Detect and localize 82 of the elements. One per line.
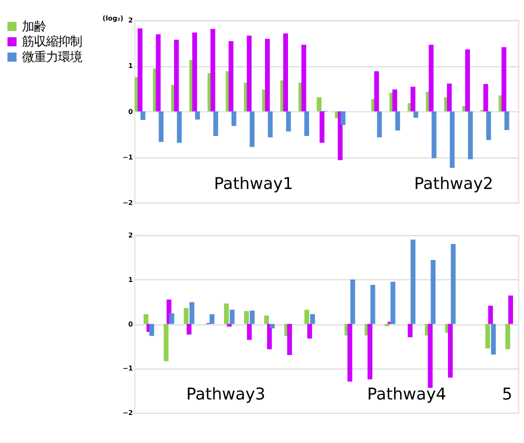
bar — [340, 111, 346, 126]
bar — [304, 111, 310, 136]
bar — [450, 244, 456, 324]
bar — [395, 111, 400, 130]
bar — [377, 111, 382, 138]
bar — [149, 324, 154, 336]
bar — [504, 111, 510, 130]
bar — [195, 111, 200, 120]
bar — [486, 111, 492, 140]
bar — [428, 324, 433, 388]
bar — [392, 89, 398, 112]
bar — [144, 314, 148, 324]
bar — [156, 34, 161, 112]
bar — [428, 44, 434, 112]
bar — [432, 111, 436, 158]
bar — [410, 240, 416, 324]
bar — [505, 324, 510, 350]
bar — [176, 111, 182, 143]
bar — [184, 308, 189, 324]
bar — [390, 282, 396, 324]
bar — [347, 324, 352, 382]
bar — [265, 38, 270, 112]
bar — [174, 40, 179, 112]
bar — [228, 41, 234, 112]
bar — [164, 324, 168, 362]
bar — [246, 36, 252, 112]
bar — [301, 44, 306, 112]
bar — [408, 324, 413, 338]
bar — [368, 324, 372, 380]
bar — [468, 111, 473, 160]
bar — [502, 47, 506, 112]
legend-label: 加齢 — [22, 18, 46, 34]
bar — [485, 324, 490, 348]
annotation: Pathway3 — [186, 384, 266, 404]
bar — [488, 306, 493, 324]
bar — [283, 33, 288, 112]
bar — [350, 280, 356, 324]
bar — [483, 84, 488, 112]
bar — [213, 111, 218, 136]
bar — [446, 84, 452, 112]
legend-label: 筋収縮抑制 — [22, 34, 82, 49]
bar — [267, 324, 272, 350]
bar — [210, 28, 216, 112]
bar — [244, 311, 249, 324]
bar — [374, 71, 379, 112]
annotation: Pathway1 — [214, 174, 294, 194]
bar — [310, 314, 315, 324]
bar — [370, 284, 376, 324]
bar — [138, 28, 142, 112]
bar — [304, 310, 310, 324]
bar — [250, 310, 255, 324]
bar — [264, 315, 269, 324]
annotation: Pathway2 — [414, 174, 494, 194]
bar — [224, 304, 229, 324]
bar — [430, 260, 436, 324]
bar — [287, 324, 292, 355]
bar — [508, 296, 514, 324]
legend-label: 微重力環境 — [22, 48, 82, 64]
bar — [140, 111, 146, 120]
bar — [286, 111, 291, 132]
bar — [491, 324, 496, 355]
annotation: 5 — [502, 384, 512, 404]
bar — [250, 111, 254, 147]
bar — [186, 324, 192, 335]
bar — [169, 313, 174, 324]
bar — [158, 111, 164, 142]
bar — [320, 111, 324, 143]
bar — [410, 86, 416, 112]
bar — [190, 302, 194, 324]
bar — [270, 324, 275, 328]
bar — [231, 111, 236, 126]
bar — [307, 324, 312, 339]
bar — [246, 324, 252, 340]
annotation: Pathway4 — [367, 384, 446, 404]
bar — [192, 32, 198, 112]
bar — [230, 310, 235, 324]
bar — [210, 314, 214, 324]
bar — [268, 111, 273, 138]
bar — [448, 324, 453, 378]
bar — [465, 49, 470, 112]
bar — [450, 111, 455, 168]
bar — [316, 97, 322, 112]
